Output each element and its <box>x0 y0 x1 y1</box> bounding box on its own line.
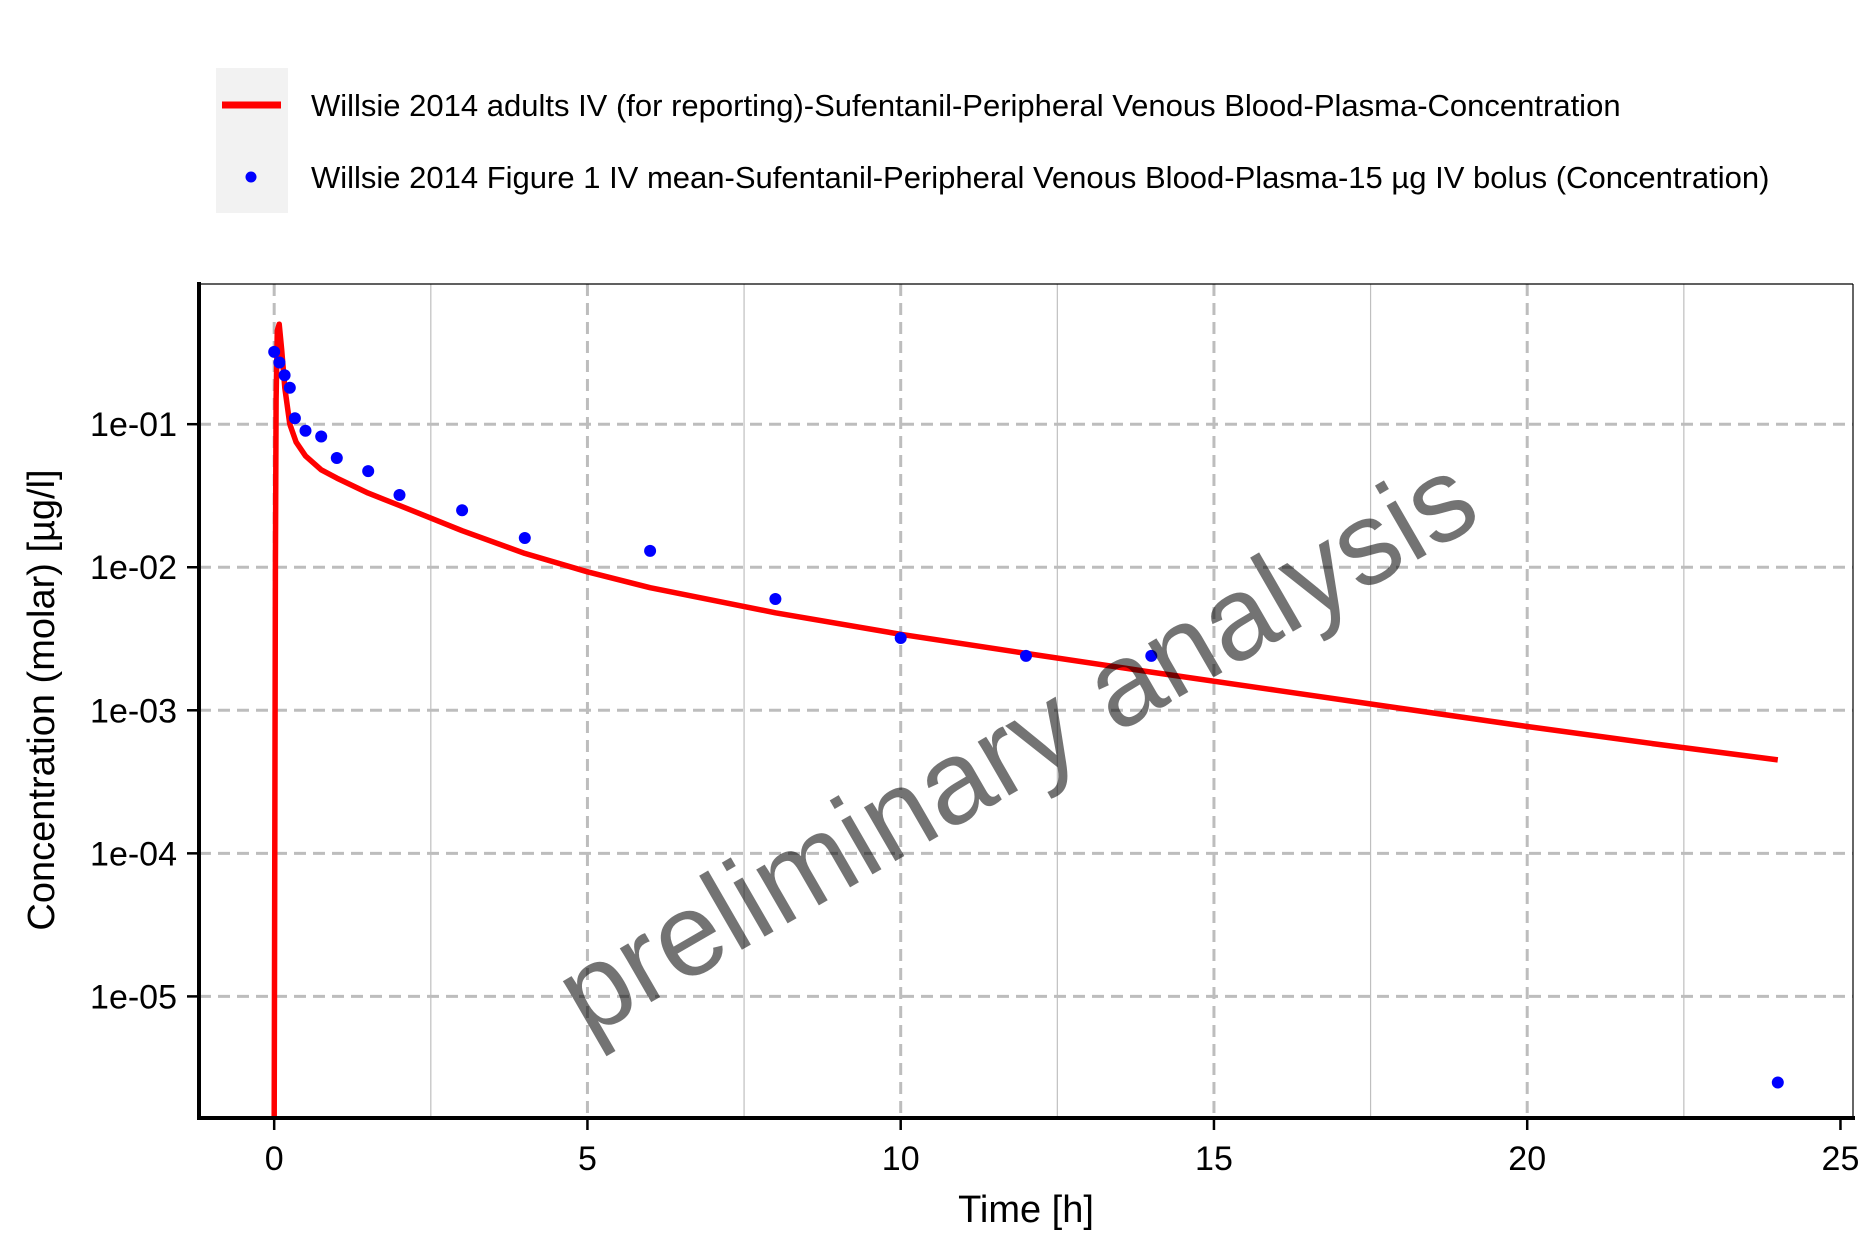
data-point-observed <box>644 544 657 557</box>
y-tick-label: 1e-05 <box>90 978 177 1016</box>
y-tick-label: 1e-01 <box>90 406 177 444</box>
axes <box>197 282 1855 1120</box>
x-axis-title: Time [h] <box>958 1189 1094 1231</box>
watermark: preliminary analysis <box>534 429 1497 1061</box>
data-point-observed <box>315 430 328 443</box>
legend-key-background <box>216 68 288 213</box>
grid <box>199 284 1853 1118</box>
legend-entry-line: Willsie 2014 adults IV (for reporting)-S… <box>311 88 1621 123</box>
x-tick-label: 20 <box>1508 1140 1546 1178</box>
data-point-observed <box>1771 1076 1784 1089</box>
legend-point-key <box>245 171 257 183</box>
legend-entry-points: Willsie 2014 Figure 1 IV mean-Sufentanil… <box>311 160 1769 195</box>
data-point-observed <box>393 489 406 501</box>
x-tick-label: 15 <box>1195 1140 1233 1178</box>
data-point-observed <box>273 356 286 369</box>
data-point-observed <box>362 465 375 478</box>
y-tick-label: 1e-04 <box>90 835 177 873</box>
y-tick-label: 1e-03 <box>90 692 177 730</box>
data-point-observed <box>769 593 782 605</box>
y-axis-title: Concentration (molar) [µg/l] <box>21 469 63 930</box>
data-point-observed <box>456 504 469 517</box>
data-point-observed <box>518 532 531 544</box>
series-line-simulation <box>271 321 1779 1118</box>
data-point-observed <box>894 632 907 644</box>
data-point-observed <box>299 424 312 437</box>
x-tick-label: 10 <box>882 1140 920 1178</box>
x-tick-label: 5 <box>578 1140 597 1178</box>
y-tick-label: 1e-02 <box>90 549 177 587</box>
data-point-observed <box>268 345 281 358</box>
data-point-observed <box>283 381 296 394</box>
data-point-observed <box>288 412 301 425</box>
data-point-observed <box>1020 649 1032 662</box>
data-point-observed <box>1145 649 1158 662</box>
x-tick-label: 0 <box>265 1140 284 1178</box>
plot-area <box>268 321 1784 1118</box>
legend: Willsie 2014 adults IV (for reporting)-S… <box>216 68 1769 213</box>
ticks: 0 5 10 15 20 25 1e-05 1e-04 1e-03 1e-02 1e-01 <box>90 406 1859 1178</box>
data-point-observed <box>330 452 343 464</box>
x-tick-label: 25 <box>1822 1140 1860 1178</box>
data-point-observed <box>278 369 291 382</box>
